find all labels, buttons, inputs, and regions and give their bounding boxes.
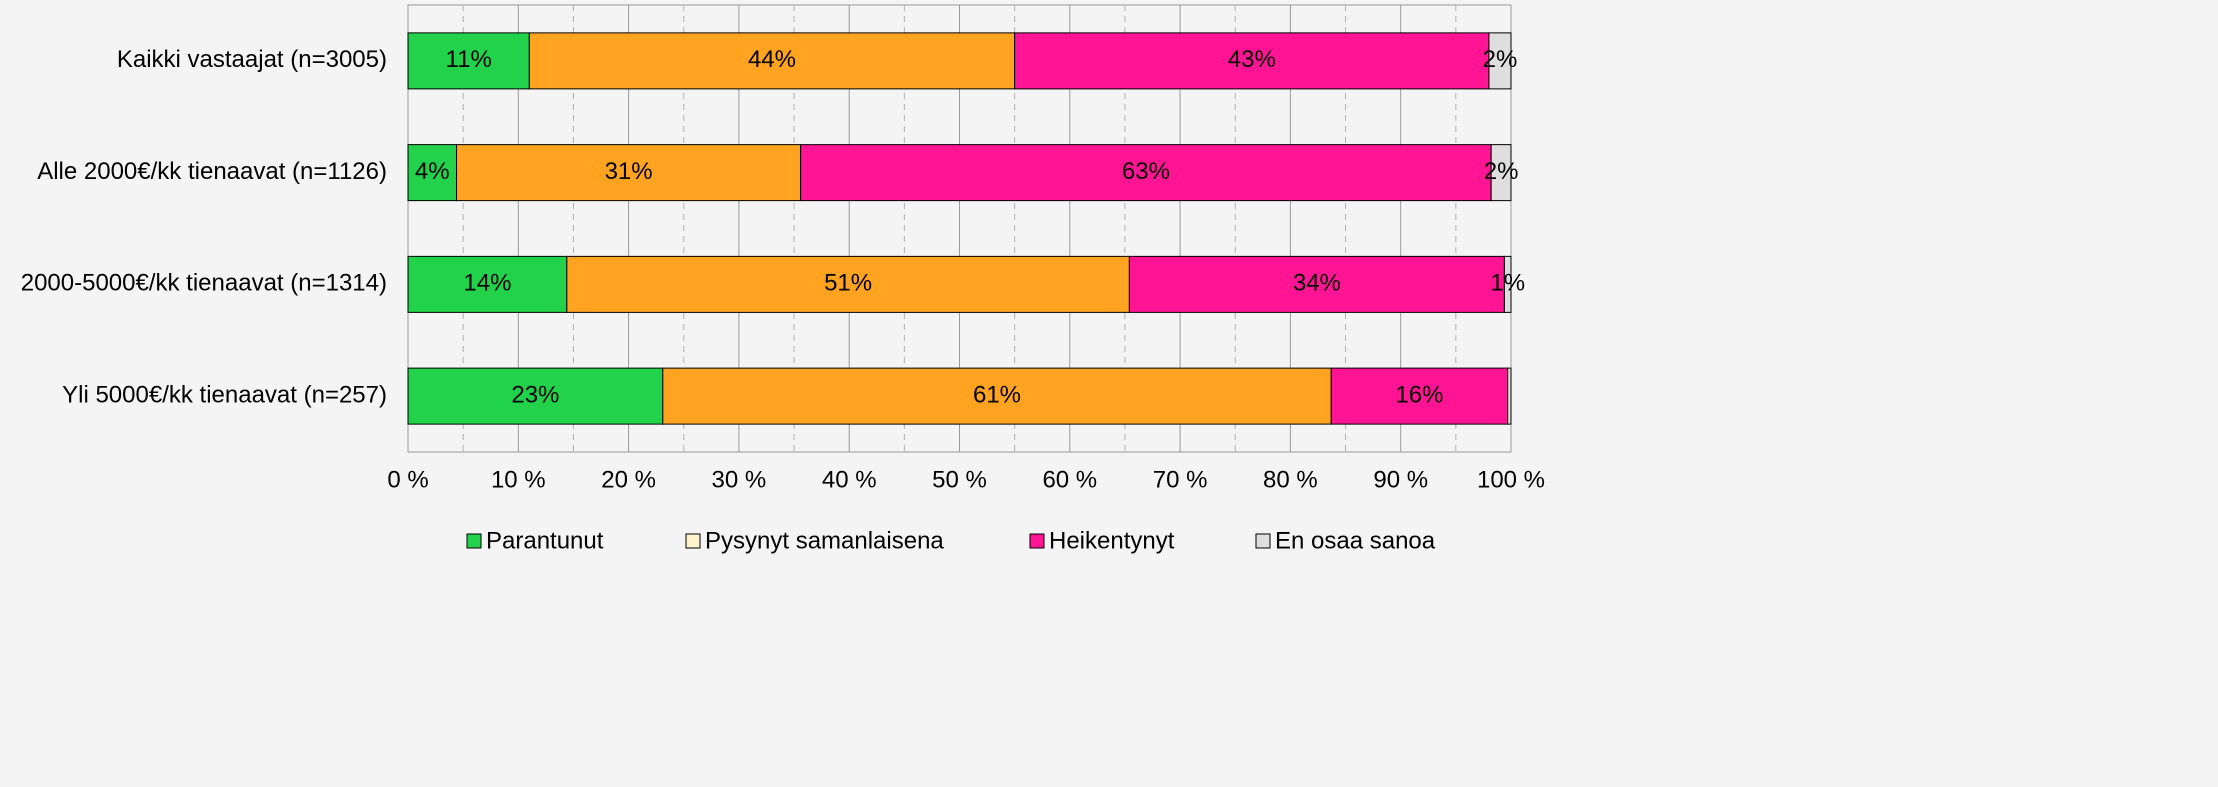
y-tick-label: Yli 5000€/kk tienaavat (n=257) — [62, 381, 387, 408]
x-tick-label: 70 % — [1153, 466, 1208, 493]
x-tick-label: 60 % — [1042, 466, 1097, 493]
data-label: 2% — [1484, 158, 1519, 185]
data-label: 4% — [415, 158, 450, 185]
bar-segment — [407, 255, 568, 313]
data-label: 1% — [1490, 270, 1525, 297]
x-tick-label: 100 % — [1477, 466, 1545, 493]
legend-swatch — [466, 533, 482, 549]
bar-segment — [1330, 367, 1509, 425]
legend-label: Parantunut — [486, 527, 604, 554]
bar-segment — [1507, 367, 1512, 425]
data-label: 34% — [1293, 270, 1341, 297]
y-tick-label: Kaikki vastaajat (n=3005) — [117, 46, 387, 73]
bar-segment — [407, 32, 530, 90]
x-tick-label: 0 % — [387, 466, 428, 493]
x-tick-label: 10 % — [491, 466, 546, 493]
x-tick-label: 30 % — [712, 466, 767, 493]
bar-segment — [1488, 32, 1512, 90]
data-label: 16% — [1395, 381, 1443, 408]
data-label: 43% — [1228, 46, 1276, 73]
bar-segment — [407, 144, 458, 202]
y-tick-label: 2000-5000€/kk tienaavat (n=1314) — [21, 270, 387, 297]
x-tick-label: 90 % — [1373, 466, 1428, 493]
legend-swatch — [1255, 533, 1271, 549]
x-tick-label: 50 % — [932, 466, 987, 493]
bar-segment — [1503, 255, 1512, 313]
data-label: 61% — [973, 381, 1021, 408]
bar-segment — [528, 32, 1016, 90]
data-label: 51% — [824, 270, 872, 297]
bar-segment — [407, 367, 664, 425]
legend-label: Heikentynyt — [1049, 527, 1175, 554]
bar-segment — [1014, 32, 1490, 90]
y-tick-label: Alle 2000€/kk tienaavat (n=1126) — [37, 158, 387, 185]
data-label: 44% — [748, 46, 796, 73]
bar-segment — [456, 144, 802, 202]
data-label: 23% — [511, 381, 559, 408]
x-tick-label: 20 % — [601, 466, 656, 493]
x-tick-label: 80 % — [1263, 466, 1318, 493]
legend-label: En osaa sanoa — [1275, 527, 1436, 554]
data-label: 31% — [605, 158, 653, 185]
legend-swatch — [685, 533, 701, 549]
data-label: 11% — [446, 46, 492, 73]
data-label: 63% — [1122, 158, 1170, 185]
bar-segment — [566, 255, 1130, 313]
bar-segment — [662, 367, 1332, 425]
bar-segment — [1490, 144, 1512, 202]
x-tick-label: 40 % — [822, 466, 877, 493]
legend-swatch — [1029, 533, 1045, 549]
legend-label: Pysynyt samanlaisena — [705, 527, 944, 554]
data-label: 2% — [1483, 46, 1518, 73]
data-label: 14% — [463, 270, 511, 297]
bar-segment — [1128, 255, 1505, 313]
